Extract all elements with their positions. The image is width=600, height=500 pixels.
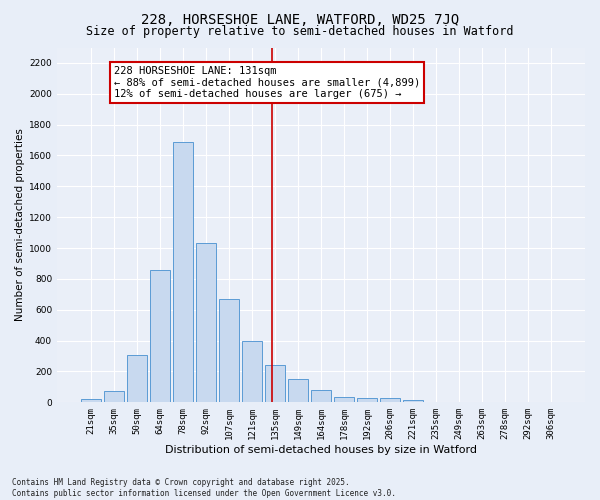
Bar <box>288 379 308 402</box>
Text: Size of property relative to semi-detached houses in Watford: Size of property relative to semi-detach… <box>86 25 514 38</box>
Bar <box>219 299 239 403</box>
Y-axis label: Number of semi-detached properties: Number of semi-detached properties <box>15 128 25 322</box>
Bar <box>196 244 215 402</box>
Bar <box>380 398 400 402</box>
Text: Contains HM Land Registry data © Crown copyright and database right 2025.
Contai: Contains HM Land Registry data © Crown c… <box>12 478 396 498</box>
Bar <box>173 142 193 402</box>
X-axis label: Distribution of semi-detached houses by size in Watford: Distribution of semi-detached houses by … <box>165 445 477 455</box>
Bar <box>127 354 146 403</box>
Bar <box>311 390 331 402</box>
Bar <box>242 340 262 402</box>
Bar <box>81 399 101 402</box>
Bar <box>403 400 423 402</box>
Bar <box>104 391 124 402</box>
Bar <box>334 397 354 402</box>
Text: 228 HORSESHOE LANE: 131sqm
← 88% of semi-detached houses are smaller (4,899)
12%: 228 HORSESHOE LANE: 131sqm ← 88% of semi… <box>114 66 420 99</box>
Bar <box>265 364 285 403</box>
Bar <box>357 398 377 402</box>
Bar <box>150 270 170 402</box>
Text: 228, HORSESHOE LANE, WATFORD, WD25 7JQ: 228, HORSESHOE LANE, WATFORD, WD25 7JQ <box>141 12 459 26</box>
